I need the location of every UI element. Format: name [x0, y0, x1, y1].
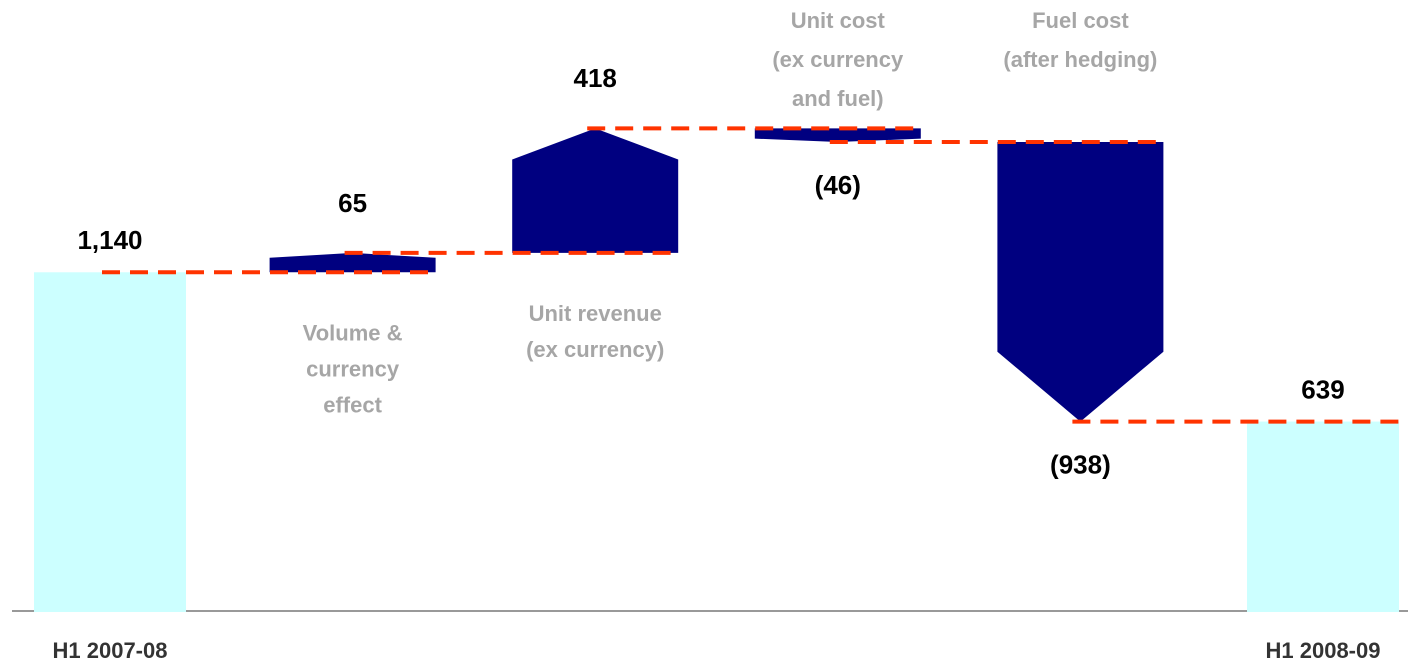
- delta-bar: [754, 128, 921, 143]
- value-label: 418: [574, 63, 617, 93]
- value-label: (938): [1050, 449, 1111, 479]
- total-bar: [34, 272, 186, 612]
- value-label: 639: [1301, 374, 1344, 404]
- value-label: 65: [338, 188, 367, 218]
- delta-bar: [269, 252, 436, 273]
- total-bar: [1247, 421, 1399, 612]
- delta-bar: [512, 128, 679, 253]
- category-label: Unit cost (ex currency and fuel): [772, 8, 904, 111]
- category-label: Fuel cost (after hedging): [1003, 8, 1157, 72]
- category-label: H1 2008-09: [1266, 638, 1381, 663]
- category-label: Volume & currency effect: [303, 320, 403, 417]
- value-label: 1,140: [77, 225, 142, 255]
- delta-bar: [997, 142, 1164, 422]
- value-label: (46): [815, 170, 861, 200]
- category-label: Unit revenue (ex currency): [526, 301, 664, 362]
- category-label: H1 2007-08: [53, 638, 168, 663]
